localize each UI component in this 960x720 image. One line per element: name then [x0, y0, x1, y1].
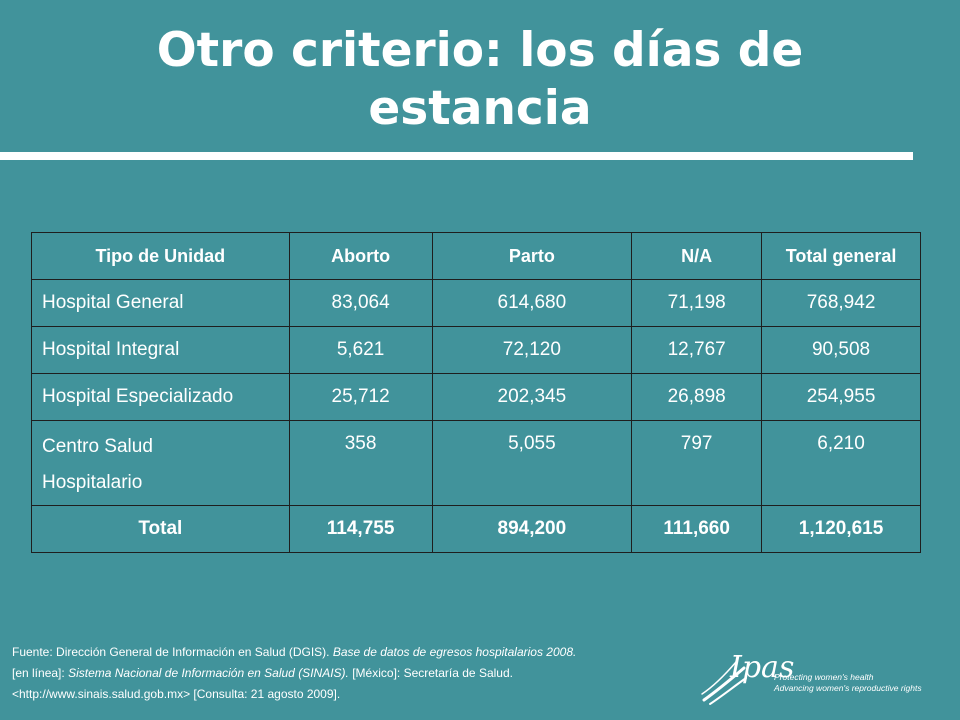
cell-aborto: 5,621: [288, 326, 433, 374]
cell-total: 6,210: [761, 420, 921, 506]
stay-days-table: Tipo de Unidad Aborto Parto N/A Total ge…: [31, 232, 921, 553]
cell-na: 26,898: [631, 373, 763, 421]
source-line2: [en línea]: Sistema Nacional de Informac…: [12, 663, 702, 684]
header-na: N/A: [631, 232, 763, 280]
source-line1: Fuente: Dirección General de Información…: [12, 642, 702, 663]
table-row: Centro Salud Hospitalario 358 5,055 797 …: [31, 420, 921, 506]
ipas-tagline-2: Advancing women's reproductive rights: [774, 683, 922, 693]
cell-parto: 72,120: [431, 326, 633, 374]
cell-total-label: Total: [31, 505, 290, 553]
cell-na: 12,767: [631, 326, 763, 374]
slide-title-line2: estancia: [368, 81, 592, 136]
title-divider: [0, 152, 913, 160]
cell-parto: 614,680: [431, 279, 633, 327]
cell-unit-name-line1: Centro Salud: [42, 436, 153, 457]
table-row: Hospital Integral 5,621 72,120 12,767 90…: [31, 326, 921, 374]
cell-unit-name: Hospital Especializado: [31, 373, 290, 421]
cell-unit-name: Hospital Integral: [31, 326, 290, 374]
ipas-tagline-1: Protecting women's health: [774, 672, 874, 682]
cell-unit-name: Hospital General: [31, 279, 290, 327]
cell-aborto: 83,064: [288, 279, 433, 327]
source-online-prefix: [en línea]:: [12, 666, 65, 680]
source-system-name: Sistema Nacional de Información en Salud…: [68, 666, 349, 680]
header-total-general: Total general: [761, 232, 921, 280]
cell-unit-name-line2: Hospitalario: [42, 472, 143, 493]
slide-title-line1: Otro criterio: los días de: [156, 23, 804, 78]
cell-total-general: 1,120,615: [761, 505, 921, 553]
table-total-row: Total 114,755 894,200 111,660 1,120,615: [31, 505, 921, 553]
cell-total-aborto: 114,755: [288, 505, 433, 553]
cell-aborto: 358: [288, 420, 433, 506]
cell-unit-name: Centro Salud Hospitalario: [31, 420, 290, 506]
header-aborto: Aborto: [288, 232, 433, 280]
header-parto: Parto: [431, 232, 633, 280]
cell-na: 797: [631, 420, 763, 506]
ipas-logo-word: Ipas: [730, 650, 795, 685]
source-prefix: Fuente: Dirección General de Información…: [12, 645, 330, 659]
cell-total: 254,955: [761, 373, 921, 421]
cell-total: 768,942: [761, 279, 921, 327]
cell-parto: 5,055: [431, 420, 633, 506]
cell-total-na: 111,660: [631, 505, 763, 553]
slide-title: Otro criterio: los días de estancia: [0, 22, 960, 138]
source-url-line: <http://www.sinais.salud.gob.mx> [Consul…: [12, 687, 341, 701]
header-tipo-unidad: Tipo de Unidad: [31, 232, 290, 280]
source-database-title: Base de datos de egresos hospitalarios 2…: [332, 645, 577, 659]
table-header-row: Tipo de Unidad Aborto Parto N/A Total ge…: [31, 232, 921, 280]
source-citation: Fuente: Dirección General de Información…: [12, 642, 702, 705]
table-row: Hospital General 83,064 614,680 71,198 7…: [31, 279, 921, 327]
cell-aborto: 25,712: [288, 373, 433, 421]
cell-total-parto: 894,200: [431, 505, 633, 553]
cell-total: 90,508: [761, 326, 921, 374]
cell-parto: 202,345: [431, 373, 633, 421]
ipas-logo: Ipas Protecting women's health Advancing…: [700, 650, 930, 706]
cell-na: 71,198: [631, 279, 763, 327]
ipas-swoosh-icon: [701, 661, 747, 705]
table-row: Hospital Especializado 25,712 202,345 26…: [31, 373, 921, 421]
source-publisher: [México]: Secretaría de Salud.: [352, 666, 513, 680]
